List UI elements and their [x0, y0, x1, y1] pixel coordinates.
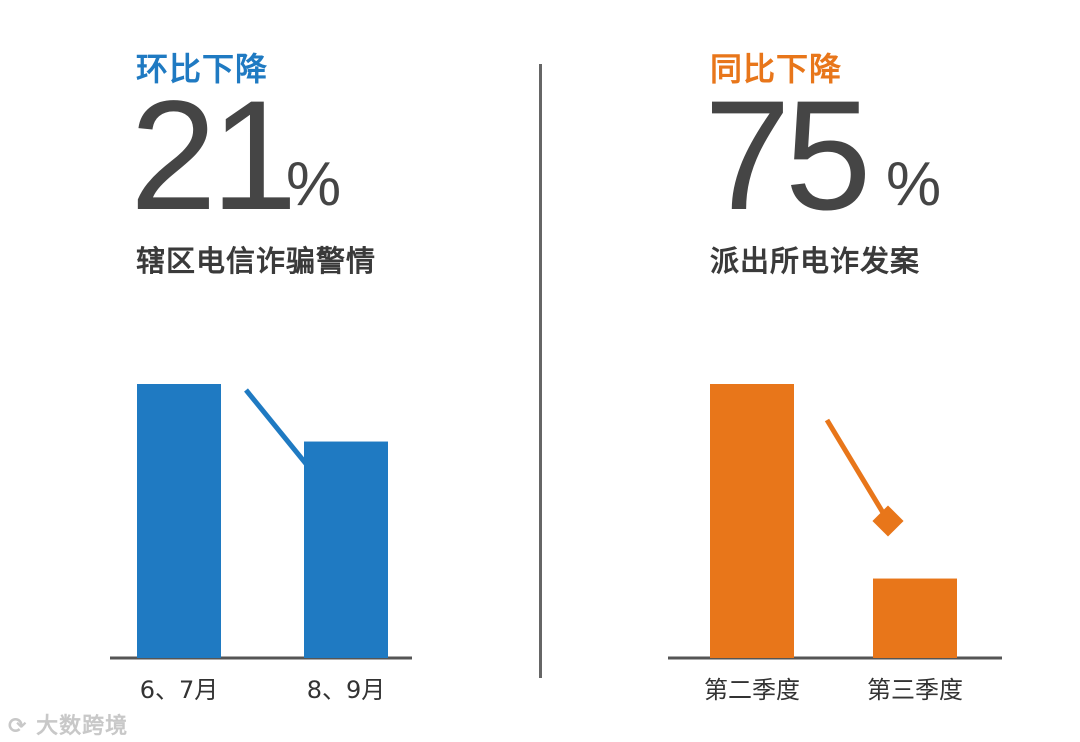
down-arrow-head	[304, 465, 336, 497]
x-tick-label-1: 6、7月	[140, 676, 219, 704]
x-tick-label-2: 8、9月	[307, 676, 386, 704]
left-subtitle: 环比下降	[136, 50, 269, 88]
right-subtitle: 同比下降	[710, 50, 843, 88]
left-description: 辖区电信诈骗警情	[136, 244, 377, 278]
down-arrow-head	[872, 505, 904, 537]
watermark-text: 大数跨境	[36, 714, 129, 739]
bar-1	[137, 384, 221, 658]
right-percent-sign: %	[886, 150, 942, 219]
bar-2	[873, 578, 957, 658]
down-arrow-line	[824, 418, 891, 523]
watermark-icon: ⟳	[8, 714, 28, 739]
left-big-number: 21	[130, 69, 298, 243]
right-description: 派出所电诈发案	[710, 244, 921, 278]
center-divider	[539, 64, 542, 678]
right-panel: 同比下降 75 % 派出所电诈发案 第二季度 第三季度	[540, 0, 1080, 742]
down-arrow-line	[244, 388, 322, 483]
x-tick-label-2: 第三季度	[867, 676, 963, 704]
left-bar-chart: 6、7月 8、9月	[110, 384, 412, 704]
left-panel: 环比下降 21 % 辖区电信诈骗警情 6、7月 8、9月	[110, 50, 412, 704]
left-percent-sign: %	[286, 150, 342, 219]
bar-1	[710, 384, 794, 658]
right-big-number: 75	[704, 69, 872, 243]
watermark-logo: ⟳ 大数跨境	[8, 708, 128, 740]
x-tick-label-1: 第二季度	[704, 676, 800, 704]
right-bar-chart: 第二季度 第三季度	[668, 384, 1002, 704]
